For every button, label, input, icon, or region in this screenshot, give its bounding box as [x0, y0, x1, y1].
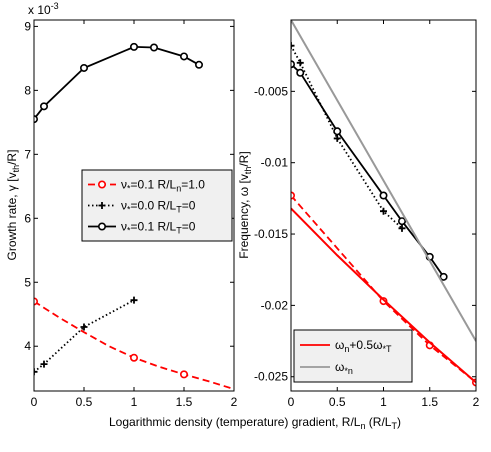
data-point-0-1	[130, 353, 139, 362]
left-chart-curves	[34, 42, 234, 390]
data-point-2-3	[130, 42, 139, 51]
data-point-1-3	[130, 296, 138, 304]
data-point-1-2	[333, 134, 341, 142]
data-point-1-3	[380, 207, 387, 215]
right-y-axis-label: Frequency, ω [vth/R]	[237, 151, 253, 258]
right-axis-ticks: 0 0.5 1 1.5 2 -0.005 -0.01 -0.015 -0.02 -0.025	[254, 20, 480, 409]
y-tick-label: 4	[24, 339, 31, 353]
x-tick-label: 2	[473, 395, 480, 409]
series-line-3	[291, 207, 476, 384]
data-point-0-2	[180, 370, 189, 379]
series-line-0	[291, 194, 476, 384]
legend-marker	[98, 222, 107, 231]
x-axis-label: Logarithmic density (temperature) gradie…	[109, 415, 401, 431]
x-tick-label: 1	[131, 395, 138, 409]
y-tick-label: -0.005	[254, 84, 288, 98]
data-point-0-0	[291, 191, 295, 200]
data-point-1-0	[34, 368, 38, 376]
legend-box	[293, 329, 413, 383]
data-point-1-0	[291, 42, 295, 50]
legend-label: ν*=0.0 R/LT=0	[121, 199, 196, 215]
x-tick-label: 1	[380, 395, 387, 409]
y-tick-label: 5	[24, 275, 31, 289]
data-point-2-4	[150, 43, 159, 52]
plot-clip-group	[291, 20, 476, 387]
y-tick-label: -0.025	[254, 370, 288, 384]
legend-label: ωn+0.5ω*T	[335, 338, 392, 354]
y-tick-label: 6	[24, 211, 31, 225]
data-point-2-5	[180, 52, 189, 61]
data-point-0-0	[34, 297, 38, 306]
left-y-exponent: x 10-3	[28, 1, 59, 17]
y-tick-label: 8	[24, 83, 31, 97]
data-point-2-1	[39, 102, 48, 111]
legend-label: ν*=0.1 R/LT=0	[121, 220, 196, 236]
left-y-axis-label: Growth rate, γ [vth/R]	[5, 150, 21, 261]
left-legend: ν*=0.1 R/Ln=1.0 ν*=0.0 R/LT=0 ν*=0.1 R/LT=…	[81, 169, 233, 242]
data-point-2-4	[397, 217, 406, 226]
x-tick-label: 1.5	[176, 395, 193, 409]
right-chart-panel: 0 0.5 1 1.5 2 -0.005 -0.01 -0.015 -0.02 -0.025 Fr…	[237, 19, 480, 409]
data-point-2-1	[296, 68, 305, 77]
right-chart-curves	[291, 20, 476, 387]
y-tick-label: -0.015	[254, 227, 288, 241]
y-tick-label: 9	[24, 19, 31, 33]
plot-clip-group	[34, 42, 234, 390]
x-tick-label: 1.5	[421, 395, 438, 409]
y-tick-label: 7	[24, 147, 31, 161]
data-point-2-2	[80, 63, 89, 72]
x-tick-label: 0.5	[76, 395, 93, 409]
data-point-1-1	[40, 360, 48, 368]
right-plot-area	[291, 20, 476, 391]
data-point-1-2	[80, 323, 88, 331]
data-point-2-0	[291, 60, 295, 69]
series-line-1	[291, 45, 403, 229]
data-point-2-3	[379, 191, 388, 200]
data-point-2-2	[333, 127, 342, 136]
x-tick-label: 0	[288, 395, 295, 409]
data-point-2-6	[439, 272, 448, 281]
legend-label: ω*n	[335, 360, 353, 376]
data-point-1-1	[296, 59, 304, 67]
series-line-4	[291, 20, 476, 342]
x-tick-label: 0	[31, 395, 38, 409]
legend-label: ν*=0.1 R/Ln=1.0	[121, 178, 205, 194]
x-tick-label: 0.5	[329, 395, 346, 409]
x-tick-label: 2	[231, 395, 238, 409]
data-point-1-4	[398, 224, 406, 232]
left-chart-panel: 0 0.5 1 1.5 2 4 5 6 7 8 9 x 10-3 Growth rate, γ [v…	[5, 1, 238, 409]
legend-marker	[98, 202, 106, 209]
data-point-2-6	[195, 60, 204, 69]
data-point-2-0	[34, 115, 38, 124]
y-tick-label: -0.01	[261, 156, 289, 170]
y-tick-label: -0.02	[261, 298, 289, 312]
right-legend: ωn+0.5ω*T ω*n	[293, 329, 413, 383]
left-axis-ticks: 0 0.5 1 1.5 2 4 5 6 7 8 9	[24, 19, 237, 409]
legend-box	[81, 169, 233, 242]
legend-marker	[98, 180, 107, 189]
